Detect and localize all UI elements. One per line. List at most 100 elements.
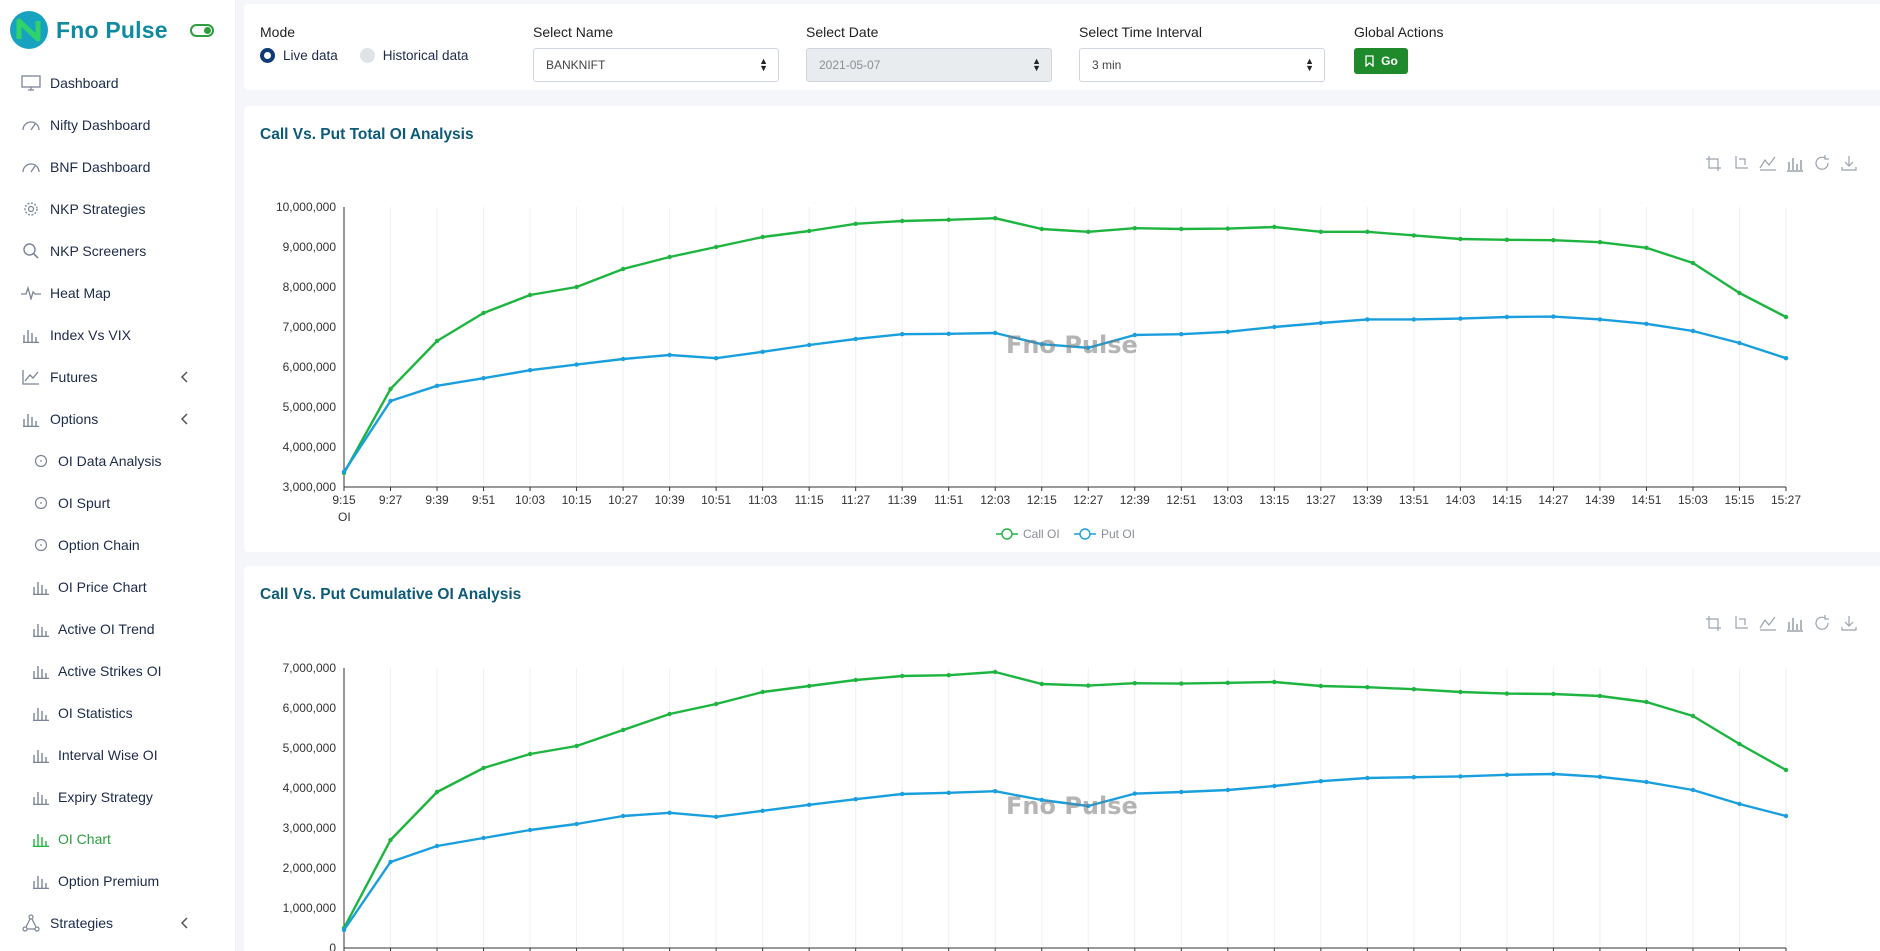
- data-point[interactable]: [806, 342, 812, 348]
- data-point[interactable]: [1225, 680, 1231, 685]
- historical-data-label[interactable]: Historical data: [382, 48, 469, 63]
- data-point[interactable]: [853, 677, 858, 683]
- data-point[interactable]: [899, 218, 905, 224]
- line-chart-icon[interactable]: [1759, 154, 1777, 172]
- data-point[interactable]: [853, 336, 858, 342]
- data-point[interactable]: [388, 386, 393, 392]
- data-point[interactable]: [1411, 317, 1417, 322]
- live-data-label[interactable]: Live data: [283, 48, 338, 63]
- data-point[interactable]: [667, 711, 672, 717]
- data-point[interactable]: [1644, 779, 1649, 785]
- data-point[interactable]: [899, 332, 905, 337]
- data-point[interactable]: [481, 835, 486, 841]
- series-line-call-oi[interactable]: [342, 670, 1787, 929]
- data-point[interactable]: [527, 827, 533, 833]
- data-point[interactable]: [806, 228, 812, 234]
- legend-label[interactable]: Call OI: [1023, 527, 1060, 541]
- data-point[interactable]: [1411, 233, 1417, 238]
- sidebar-item-bnf-dashboard[interactable]: BNF Dashboard: [0, 146, 235, 188]
- data-point[interactable]: [713, 356, 719, 361]
- data-point[interactable]: [993, 789, 998, 794]
- line-chart-icon[interactable]: [1759, 614, 1777, 632]
- data-point[interactable]: [1272, 679, 1277, 685]
- data-point[interactable]: [1086, 803, 1091, 809]
- data-point[interactable]: [1551, 771, 1556, 777]
- data-point[interactable]: [620, 813, 626, 819]
- data-point[interactable]: [620, 356, 626, 362]
- live-data-radio[interactable]: [260, 48, 275, 63]
- sidebar-item-oi-price-chart[interactable]: OI Price Chart: [0, 566, 235, 608]
- data-point[interactable]: [1411, 687, 1417, 692]
- zoom-reset-icon[interactable]: [1732, 614, 1750, 632]
- data-point[interactable]: [1365, 775, 1370, 781]
- data-point[interactable]: [993, 669, 998, 675]
- data-point[interactable]: [1783, 813, 1789, 819]
- select-interval-dropdown[interactable]: 3 min ▲ ▼: [1079, 48, 1325, 82]
- data-point[interactable]: [1737, 290, 1742, 296]
- data-point[interactable]: [1272, 224, 1277, 230]
- data-point[interactable]: [1132, 791, 1137, 796]
- sidebar-item-options[interactable]: Options: [0, 398, 235, 440]
- data-point[interactable]: [806, 683, 812, 689]
- data-point[interactable]: [388, 398, 393, 404]
- data-point[interactable]: [667, 810, 672, 815]
- data-point[interactable]: [667, 352, 672, 358]
- data-point[interactable]: [434, 338, 440, 344]
- data-point[interactable]: [713, 814, 719, 819]
- data-point[interactable]: [1411, 775, 1417, 780]
- data-point[interactable]: [760, 234, 765, 240]
- sidebar-item-strategies[interactable]: Strategies: [0, 902, 235, 944]
- data-point[interactable]: [713, 701, 719, 707]
- data-point[interactable]: [1597, 693, 1603, 699]
- data-point[interactable]: [1132, 226, 1137, 231]
- download-icon[interactable]: [1840, 614, 1858, 632]
- data-point[interactable]: [853, 797, 858, 802]
- data-point[interactable]: [946, 331, 951, 336]
- data-point[interactable]: [434, 789, 440, 795]
- data-point[interactable]: [574, 743, 579, 749]
- data-point[interactable]: [481, 765, 486, 771]
- select-name-dropdown[interactable]: BANKNIFT ▲ ▼: [533, 48, 779, 82]
- data-point[interactable]: [1504, 314, 1510, 320]
- data-point[interactable]: [388, 859, 393, 865]
- data-point[interactable]: [1086, 229, 1091, 234]
- sidebar-item-oi-spurt[interactable]: OI Spurt: [0, 482, 235, 524]
- data-point[interactable]: [806, 802, 812, 807]
- legend-label[interactable]: Put OI: [1101, 527, 1135, 541]
- go-button[interactable]: Go: [1354, 48, 1408, 74]
- data-point[interactable]: [1737, 340, 1742, 346]
- theme-toggle[interactable]: [189, 23, 214, 37]
- data-point[interactable]: [1365, 317, 1370, 322]
- sidebar-item-nifty-dashboard[interactable]: Nifty Dashboard: [0, 104, 235, 146]
- data-point[interactable]: [1318, 779, 1324, 784]
- data-point[interactable]: [341, 469, 347, 474]
- bar-chart-icon[interactable]: [1786, 614, 1804, 632]
- data-point[interactable]: [667, 254, 672, 260]
- data-point[interactable]: [574, 821, 579, 827]
- chevron-left-icon[interactable]: [179, 412, 191, 425]
- chevron-left-icon[interactable]: [179, 916, 191, 929]
- data-point[interactable]: [1225, 226, 1231, 231]
- data-point[interactable]: [481, 310, 486, 316]
- sidebar-item-nkp-strategies[interactable]: NKP Strategies: [0, 188, 235, 230]
- data-point[interactable]: [993, 216, 998, 221]
- data-point[interactable]: [1783, 314, 1789, 320]
- data-point[interactable]: [1597, 240, 1603, 245]
- data-point[interactable]: [1318, 229, 1324, 234]
- data-point[interactable]: [1644, 699, 1649, 705]
- series-line-put-oi[interactable]: [343, 772, 1787, 931]
- data-point[interactable]: [1737, 741, 1742, 747]
- data-point[interactable]: [1086, 345, 1091, 350]
- data-point[interactable]: [388, 837, 393, 843]
- data-point[interactable]: [1458, 774, 1463, 779]
- sidebar-item-oi-data-analysis[interactable]: OI Data Analysis: [0, 440, 235, 482]
- data-point[interactable]: [946, 673, 951, 678]
- data-point[interactable]: [620, 727, 626, 733]
- chevron-left-icon[interactable]: [179, 370, 191, 383]
- data-point[interactable]: [1179, 789, 1184, 795]
- restore-icon[interactable]: [1813, 614, 1831, 632]
- data-point[interactable]: [899, 673, 905, 679]
- data-point[interactable]: [760, 349, 765, 354]
- data-point[interactable]: [1086, 683, 1091, 688]
- sidebar-item-oi-statistics[interactable]: OI Statistics: [0, 692, 235, 734]
